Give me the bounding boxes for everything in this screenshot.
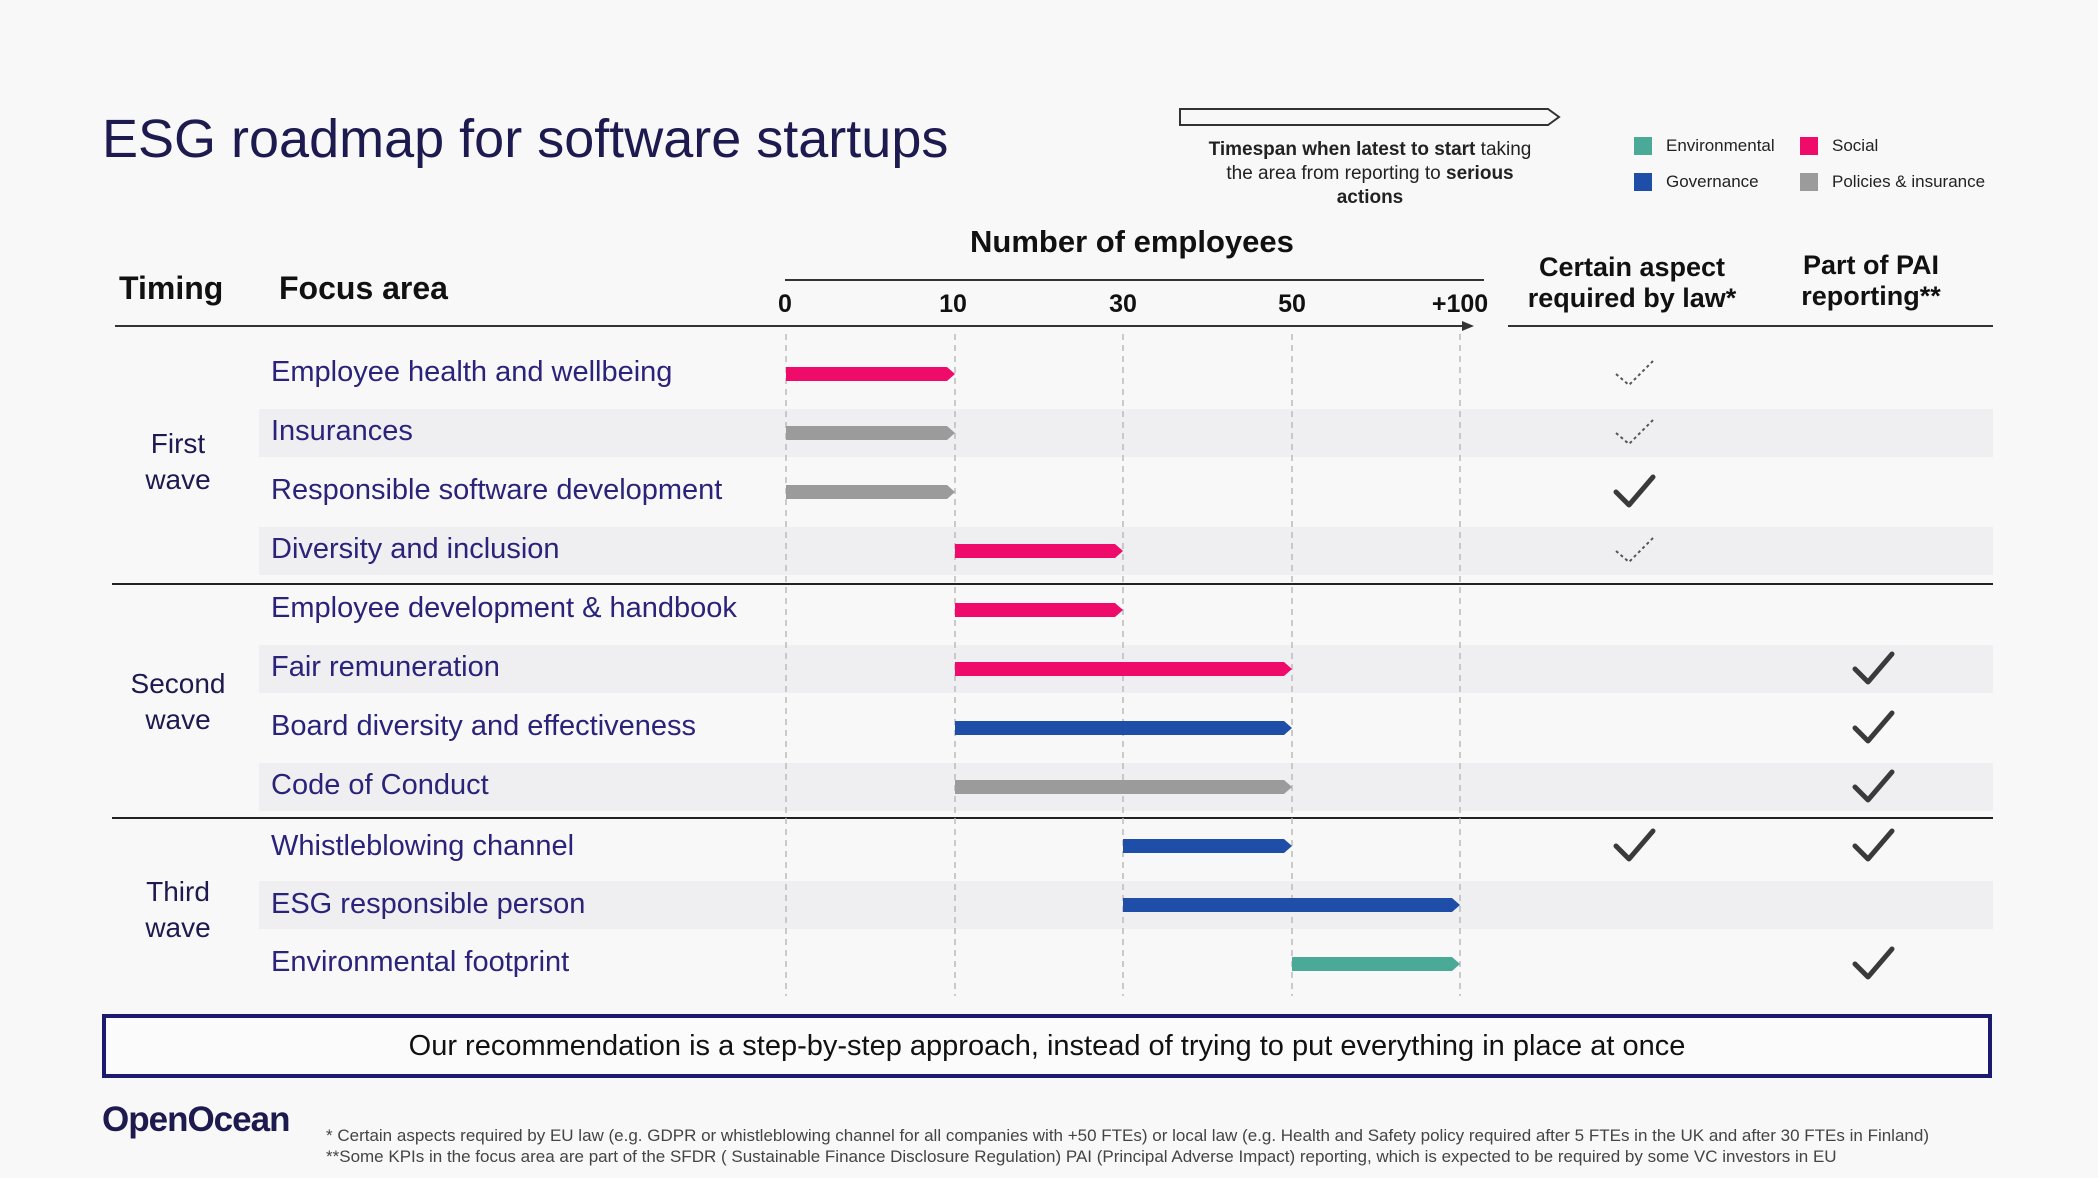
timespan-note-bold-3: actions <box>1336 187 1404 208</box>
footnote-law: * Certain aspects required by EU law (e.… <box>326 1126 1929 1145</box>
focus-area-label: Whistleblowing channel <box>271 830 575 862</box>
bar-policies-insurance <box>786 426 955 440</box>
focus-area-label: Responsible software development <box>271 474 723 506</box>
pai-check-icon <box>1852 710 1895 744</box>
recommendation-text: Our recommendation is a step-by-step app… <box>408 1029 1686 1062</box>
law-header: Certain aspect required by law* <box>1508 252 1756 314</box>
x-tick-label: 0 <box>778 290 792 318</box>
pai-check-icon <box>1852 769 1895 803</box>
wave-label-third: Third wave <box>113 874 243 946</box>
bar-governance <box>955 721 1292 735</box>
focus-area-label: Code of Conduct <box>271 769 489 801</box>
focus-area-label: Employee health and wellbeing <box>271 356 673 388</box>
legend-policies: Policies & insurance <box>1800 172 1985 192</box>
bar-policies-insurance <box>786 485 955 499</box>
law-header-line1: Certain aspect <box>1538 252 1726 282</box>
legend-environmental: Environmental <box>1634 136 1775 156</box>
wave-label-line2: wave <box>145 912 211 943</box>
focus-area-label: Environmental footprint <box>271 946 570 978</box>
focus-area-header: Focus area <box>279 270 448 306</box>
bar-social <box>955 544 1123 558</box>
law-check-icon <box>1613 474 1656 508</box>
legend-governance: Governance <box>1634 172 1759 192</box>
timing-header: Timing <box>119 270 224 306</box>
timespan-note-text-1: taking <box>1475 139 1532 160</box>
focus-area-label: ESG responsible person <box>271 888 586 920</box>
wave-label-line1: Third <box>146 876 210 907</box>
focus-area-label: Fair remuneration <box>271 651 500 683</box>
legend-swatch-environmental <box>1634 137 1652 155</box>
focus-area-label: Board diversity and effectiveness <box>271 710 697 742</box>
footnote-pai: **Some KPIs in the focus area are part o… <box>326 1147 1837 1166</box>
bar-social <box>955 662 1292 676</box>
bar-social <box>786 367 955 381</box>
recommendation-box: Our recommendation is a step-by-step app… <box>102 1014 1992 1078</box>
row-stripe <box>259 527 1993 575</box>
pai-header: Part of PAI reporting** <box>1768 250 1974 312</box>
x-tick-label: 10 <box>939 290 967 318</box>
openocean-logo: OpenOcean <box>102 1100 290 1139</box>
employees-header: Number of employees <box>970 224 1294 259</box>
pai-header-line1: Part of PAI <box>1802 250 1939 280</box>
timespan-note-bold-2: serious <box>1446 163 1514 184</box>
wave-label-line2: wave <box>145 704 211 735</box>
timespan-note-bold-1: Timespan when latest to start <box>1208 139 1476 160</box>
law-check-icon <box>1613 828 1656 862</box>
row-stripe <box>259 409 1993 457</box>
page-title: ESG roadmap for software startups <box>102 109 949 169</box>
timespan-arrow-icon <box>1179 108 1561 126</box>
x-tick-label: 50 <box>1278 290 1306 318</box>
wave-label-line1: First <box>150 428 206 459</box>
focus-area-label: Insurances <box>271 415 413 447</box>
legend-label: Policies & insurance <box>1832 172 1986 191</box>
focus-area-label: Employee development & handbook <box>271 592 737 624</box>
law-header-line2: required by law* <box>1527 283 1737 313</box>
legend-label: Governance <box>1666 172 1759 191</box>
timespan-note-text-2: the area from reporting to <box>1226 163 1447 184</box>
focus-area-label: Diversity and inclusion <box>271 533 560 565</box>
x-tick-label: 30 <box>1109 290 1137 318</box>
legend-social: Social <box>1800 136 1878 156</box>
legend-label: Environmental <box>1666 136 1775 155</box>
wave-label-line2: wave <box>145 464 211 495</box>
wave-label-second: Second wave <box>113 666 243 738</box>
legend-swatch-governance <box>1634 173 1652 191</box>
axis-arrow-icon <box>1462 321 1474 331</box>
bar-environmental <box>1292 957 1460 971</box>
legend-swatch-social <box>1800 137 1818 155</box>
legend-label: Social <box>1832 136 1879 155</box>
pai-check-icon <box>1852 946 1895 980</box>
pai-header-line2: reporting** <box>1801 281 1941 311</box>
wave-label-first: First wave <box>113 426 243 498</box>
timespan-note: Timespan when latest to start taking the… <box>1178 138 1562 210</box>
pai-check-icon <box>1852 651 1895 685</box>
law-partial-check-icon <box>1615 360 1654 387</box>
bar-governance <box>1123 839 1292 853</box>
bar-social <box>955 603 1123 617</box>
wave-label-line1: Second <box>130 668 226 699</box>
bar-policies-insurance <box>955 780 1292 794</box>
x-tick-label: +100 <box>1431 290 1489 318</box>
legend-swatch-policies <box>1800 173 1818 191</box>
pai-check-icon <box>1852 828 1895 862</box>
bar-governance <box>1123 898 1460 912</box>
